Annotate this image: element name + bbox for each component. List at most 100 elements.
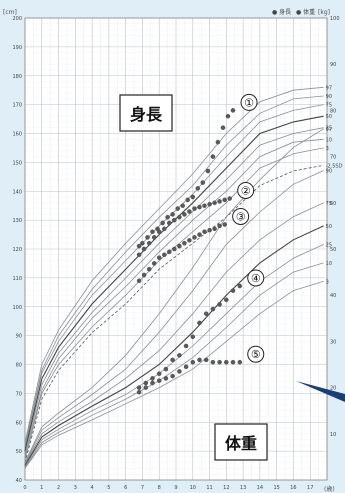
y-tick-label-height: 150 (12, 160, 22, 166)
series-marker-label: ② (241, 184, 251, 197)
y-tick-label-height: 80 (16, 363, 22, 369)
y-tick-label-height: 120 (12, 247, 22, 253)
data-point (150, 229, 155, 234)
height-unit-label: [cm] (3, 9, 17, 16)
data-point (156, 255, 162, 260)
data-point (170, 212, 175, 217)
data-point (156, 378, 162, 383)
height-curve-90 (24, 95, 324, 446)
series-height: ③ (136, 207, 250, 284)
data-point (217, 199, 222, 204)
series-height: ① (136, 93, 258, 249)
y-tick-label-weight: 70 (330, 155, 336, 161)
y-tick-label-height: 130 (12, 218, 22, 224)
x-tick-label: 3 (74, 485, 77, 491)
weight-curve-50 (24, 225, 324, 466)
weight-label: 体重 (225, 434, 257, 453)
weight-label-box: 体重 (214, 423, 268, 461)
weight-curve-90 (24, 170, 324, 464)
data-point (202, 203, 207, 208)
data-point (230, 108, 236, 113)
data-point (172, 217, 177, 223)
data-point (215, 139, 221, 145)
data-point (182, 240, 187, 246)
y-tick-label-weight: 20 (330, 386, 336, 392)
data-point (190, 334, 196, 340)
legend: ● 身長 ● 体重 (272, 8, 315, 16)
series-marker-label: ⑤ (251, 348, 261, 361)
data-point (170, 373, 175, 379)
y-tick-label-weight: 50 (330, 247, 336, 253)
data-point (175, 206, 180, 211)
weight-curve-75 (24, 202, 324, 465)
x-tick-label: 9 (174, 485, 177, 491)
data-point (145, 235, 150, 240)
y-tick-label-height: 190 (12, 45, 22, 51)
y-tick-label-height: 140 (12, 189, 22, 195)
weight-curve-label: 75 (326, 201, 332, 207)
data-point (230, 288, 236, 293)
weight-curve-label: 97 (326, 127, 332, 133)
series-marker-circle (247, 269, 265, 287)
data-point (192, 235, 197, 240)
data-point (177, 243, 182, 249)
data-point (141, 272, 147, 278)
data-point (162, 252, 167, 258)
height-curve-10 (24, 138, 324, 457)
height-curve-50 (24, 115, 324, 452)
height-curve--2.5SD (24, 164, 324, 463)
data-point (143, 385, 149, 390)
y-tick-label-height: 160 (12, 132, 22, 138)
x-tick-label: 13 (240, 485, 246, 491)
y-tick-label-height: 70 (16, 391, 22, 397)
data-point (217, 302, 222, 307)
data-point (151, 261, 157, 266)
weight-curve-3 (24, 280, 324, 469)
x-tick-label: 0 (23, 485, 26, 491)
data-point (222, 197, 227, 203)
x-tick-label: 12 (223, 485, 229, 491)
x-tick-label: 1 (40, 485, 43, 491)
data-point (160, 220, 165, 226)
data-point (203, 357, 209, 363)
x-tick-label: 16 (290, 485, 296, 491)
data-point (143, 380, 149, 386)
y-tick-label-height: 100 (12, 305, 22, 311)
data-point (170, 357, 175, 363)
series-height: ② (136, 181, 255, 258)
height-curve-label: 50 (326, 114, 332, 120)
height-curve-97 (24, 86, 324, 443)
series-weight: ④ (136, 269, 265, 390)
y-tick-label-weight: 80 (330, 108, 336, 114)
weight-curve-label: 50 (326, 224, 332, 230)
x-tick-label: 17 (307, 485, 313, 491)
height-curve-label: -2.5SD (326, 163, 343, 169)
data-point (183, 343, 189, 349)
y-tick-label-height: 200 (12, 16, 22, 22)
data-point (162, 226, 167, 232)
height-curve-3 (24, 147, 324, 460)
data-point (177, 369, 182, 374)
data-point (136, 389, 142, 395)
height-curve-label: 3 (326, 146, 329, 152)
weight-curve-label: 10 (326, 261, 332, 267)
height-curve-label: 25 (326, 126, 332, 132)
data-point (177, 353, 182, 358)
data-point (163, 366, 169, 372)
data-point (172, 246, 177, 252)
data-point (185, 197, 190, 203)
data-point (136, 252, 142, 258)
plot-frame (24, 17, 328, 481)
data-point (212, 226, 217, 232)
data-point (217, 359, 222, 365)
data-point (146, 240, 152, 246)
height-curve-label: 90 (326, 94, 332, 100)
data-point (150, 376, 155, 381)
series-marker-circle (247, 345, 265, 363)
legend-item-weight: ● 体重 (296, 8, 315, 16)
data-point (146, 266, 152, 272)
weight-curve-label: 25 (326, 242, 332, 248)
patient-series: ① ② ③ ④ ⑤ (136, 93, 265, 395)
series-weight: ⑤ (136, 345, 265, 395)
